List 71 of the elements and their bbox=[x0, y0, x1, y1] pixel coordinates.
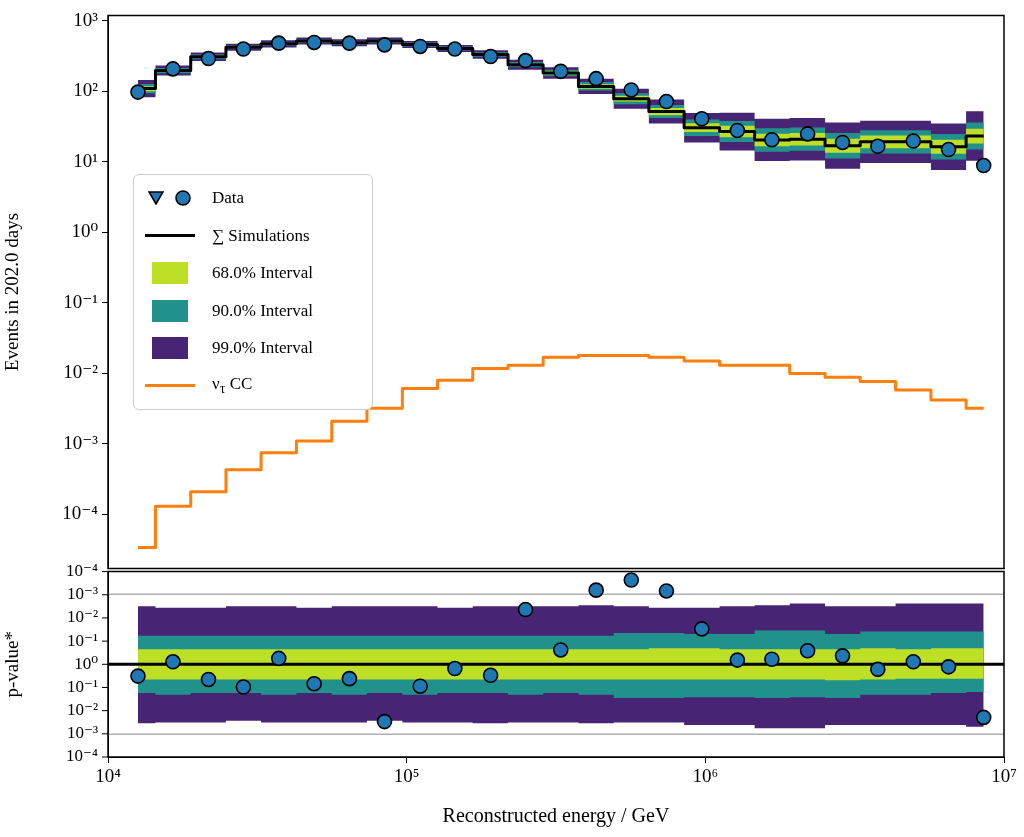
y-tick-label: 10³ bbox=[73, 8, 99, 30]
legend-label: ν$_{τ}$ CC bbox=[212, 374, 253, 398]
point bbox=[623, 572, 640, 588]
y-axis-title: p-value* bbox=[1, 631, 23, 698]
y-tick-label: 10⁻² bbox=[63, 361, 99, 383]
point bbox=[658, 583, 675, 599]
point bbox=[729, 652, 746, 668]
point bbox=[376, 37, 393, 53]
y-tick-label: 10⁻³ bbox=[63, 431, 99, 453]
point bbox=[517, 52, 534, 69]
point bbox=[588, 582, 604, 598]
point bbox=[870, 661, 886, 678]
y-tick-label: 10⁻¹ bbox=[63, 290, 99, 312]
point bbox=[693, 621, 710, 637]
point bbox=[975, 709, 992, 726]
point bbox=[235, 41, 252, 57]
legend-label: 68.0% Interval bbox=[212, 263, 314, 284]
point bbox=[341, 670, 358, 687]
point bbox=[306, 34, 322, 51]
point bbox=[834, 648, 851, 664]
point bbox=[975, 157, 992, 174]
point bbox=[834, 134, 851, 151]
legend-label: Data bbox=[212, 188, 245, 208]
point bbox=[658, 93, 675, 110]
y-tick-label: 10⁻⁴ bbox=[62, 502, 99, 524]
point bbox=[764, 132, 780, 148]
point bbox=[376, 713, 393, 730]
point bbox=[693, 110, 710, 127]
point bbox=[552, 642, 569, 658]
point bbox=[165, 653, 181, 670]
point bbox=[412, 678, 428, 695]
point bbox=[623, 82, 640, 98]
x-tick-label: 10⁷ bbox=[991, 765, 1017, 787]
point bbox=[482, 48, 499, 65]
point bbox=[130, 84, 146, 100]
point bbox=[341, 35, 358, 51]
y-tick-label: 10¹ bbox=[73, 149, 99, 171]
point bbox=[799, 643, 816, 659]
point bbox=[200, 671, 217, 688]
point bbox=[200, 50, 217, 67]
x-tick-label: 10⁴ bbox=[95, 765, 122, 787]
y-tick-label: 10² bbox=[73, 79, 99, 101]
point bbox=[130, 668, 146, 684]
x-tick-label: 10⁵ bbox=[393, 765, 420, 787]
point bbox=[870, 138, 886, 155]
point bbox=[270, 650, 287, 667]
point bbox=[447, 660, 463, 677]
point bbox=[764, 651, 780, 668]
x-axis-title: Reconstructed energy / GeV bbox=[442, 804, 670, 828]
point bbox=[940, 141, 957, 158]
point bbox=[165, 61, 181, 77]
point bbox=[905, 133, 922, 149]
point bbox=[729, 122, 746, 139]
point bbox=[552, 63, 569, 80]
point bbox=[412, 38, 428, 55]
y-tick-label: 10⁰ bbox=[71, 220, 99, 242]
legend-label: ∑ Simulations bbox=[212, 225, 310, 246]
point bbox=[447, 41, 463, 57]
point bbox=[235, 679, 252, 695]
point bbox=[482, 667, 499, 684]
point bbox=[270, 35, 287, 51]
point bbox=[905, 653, 922, 670]
y-axis-title: Events in 202.0 days bbox=[1, 212, 23, 372]
x-tick-label: 10⁶ bbox=[692, 765, 719, 787]
legend-label: 99.0% Interval bbox=[212, 338, 314, 359]
point bbox=[306, 675, 322, 692]
point bbox=[517, 601, 534, 618]
point bbox=[940, 659, 957, 675]
legend-label: 90.0% Interval bbox=[212, 300, 314, 321]
point bbox=[799, 126, 816, 142]
point bbox=[588, 70, 604, 87]
